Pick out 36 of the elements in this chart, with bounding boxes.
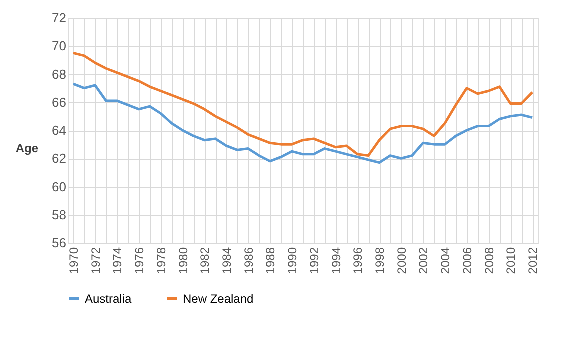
- y-tick-label: 60: [52, 179, 66, 194]
- y-tick-label: 64: [52, 123, 66, 138]
- x-tick-label: 1992: [307, 247, 322, 274]
- y-tick-label: 72: [52, 10, 66, 26]
- y-tick-label: 56: [52, 236, 66, 250]
- x-tick-label: 2000: [394, 247, 409, 274]
- x-tick-label: 2012: [526, 247, 540, 274]
- x-tick-label: 1996: [351, 247, 366, 274]
- x-tick-label: 1976: [132, 247, 147, 274]
- x-tick-label: 1982: [198, 247, 212, 274]
- legend-label: New Zealand: [183, 292, 254, 306]
- x-tick-label: 2002: [416, 247, 431, 274]
- x-tick-label: 1974: [110, 247, 125, 274]
- x-tick-label: 1998: [373, 247, 388, 274]
- x-tick-label: 1970: [66, 247, 81, 274]
- x-tick-label: 2008: [482, 247, 496, 274]
- x-tick-label: 1972: [88, 247, 103, 274]
- line-series: [72, 82, 534, 164]
- x-tick-label: 2004: [438, 247, 453, 274]
- x-tick-label: 1978: [154, 247, 168, 274]
- y-tick-label: 58: [52, 207, 66, 222]
- y-tick-label: 68: [52, 66, 66, 82]
- y-axis-title: Age: [16, 142, 39, 156]
- y-tick-label: 62: [52, 151, 66, 166]
- line-series: [72, 52, 534, 158]
- x-tick-label: 2006: [460, 247, 474, 274]
- x-tick-label: 1990: [286, 247, 300, 274]
- x-tick-label: 1984: [220, 247, 234, 274]
- legend-label: Australia: [85, 292, 132, 306]
- y-tick-label: 66: [52, 94, 66, 110]
- x-tick-label: 2010: [504, 247, 518, 274]
- x-tick-label: 1986: [242, 247, 256, 274]
- y-tick-label: 70: [52, 38, 66, 54]
- x-tick-label: 1988: [264, 247, 278, 274]
- x-tick-label: 1994: [329, 247, 344, 274]
- x-tick-label: 1980: [176, 247, 190, 274]
